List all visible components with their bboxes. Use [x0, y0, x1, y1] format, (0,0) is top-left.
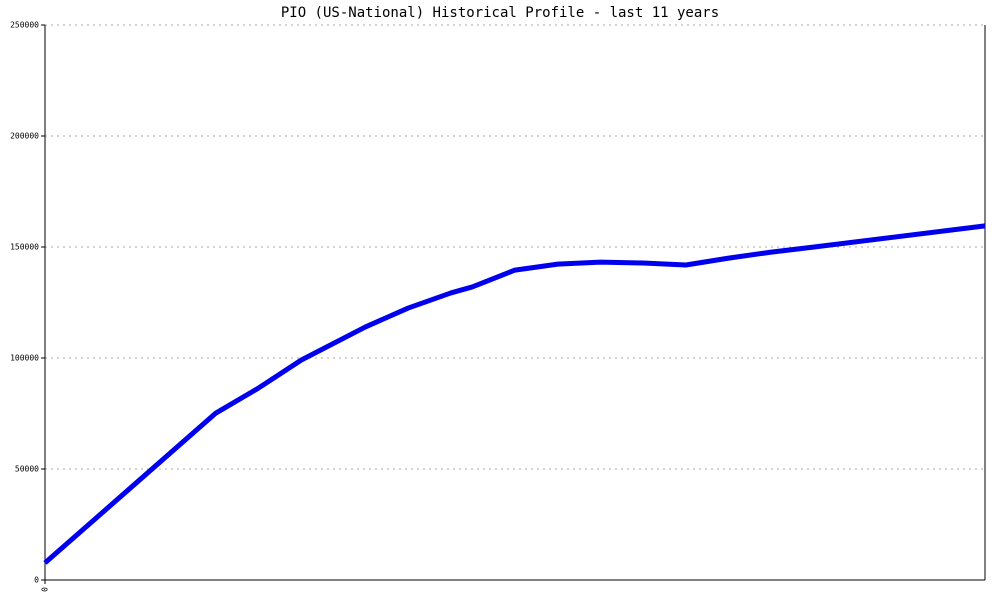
y-tick-label: 200000 [10, 132, 39, 141]
y-tick-label: 250000 [10, 21, 39, 30]
y-tick-label: 0 [34, 576, 39, 585]
chart-title: PIO (US-National) Historical Profile - l… [281, 5, 719, 21]
x-tick-label: 0 [41, 587, 50, 592]
y-tick-label: 50000 [15, 465, 39, 474]
y-tick-label: 150000 [10, 243, 39, 252]
y-tick-label: 100000 [10, 354, 39, 363]
data-line [43, 223, 986, 565]
